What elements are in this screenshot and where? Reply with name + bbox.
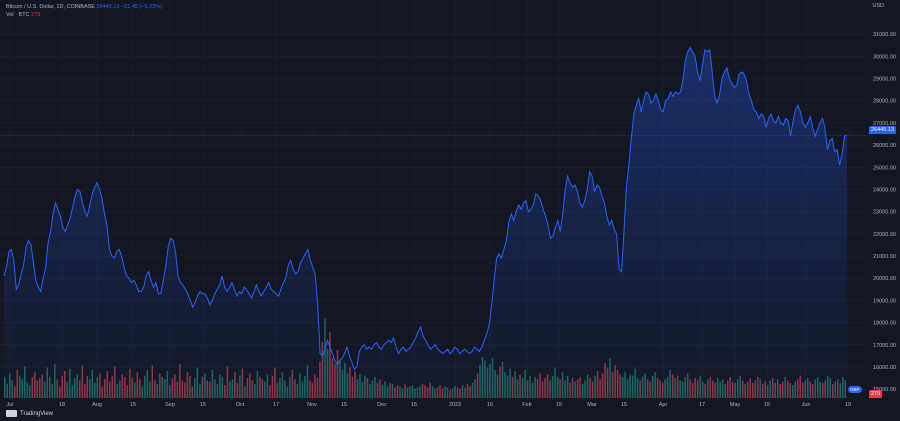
y-tick-label-4: 19000.00 [873, 298, 896, 304]
x-tick-label-13: 16 [487, 402, 493, 408]
price-line [3, 46, 848, 371]
legend-change: −61.45 (−0.23%) [120, 4, 162, 10]
y-tick-label-11: 26000.00 [873, 143, 896, 149]
last-volume-tag: 275 [869, 390, 883, 398]
x-axis[interactable]: Jul 18 Aug 15 Sep 15 Oct 17 Nov 15 Dec 15 2023 16 Feb 1… [6, 402, 851, 408]
last-price-tag: 26445.13 [869, 126, 896, 134]
y-tick-label-12: 27000.00 [873, 121, 896, 127]
y-tick-label-0: 15000.00 [873, 387, 896, 393]
x-tick-label-18: Apr [659, 402, 668, 408]
x-tick-label-19: 17 [699, 402, 705, 408]
y-tick-label-16: 31000.00 [873, 32, 896, 38]
x-tick-label-2: Aug [92, 402, 102, 408]
y-tick-label-13: 28000.00 [873, 99, 896, 105]
x-tick-label-22: Jun [802, 402, 811, 408]
currency-label[interactable]: USD [872, 3, 884, 9]
y-tick-label-8: 23000.00 [873, 210, 896, 216]
legend-symbol-row: Bitcoin / U.S. Dollar, 1D, COINBASE 2644… [6, 3, 162, 11]
y-tick-label-3: 18000.00 [873, 321, 896, 327]
price-area [4, 47, 847, 398]
legend-volume-value: 275 [31, 12, 41, 18]
y-tick-label-14: 29000.00 [873, 77, 896, 83]
y-tick-label-5: 20000.00 [873, 276, 896, 282]
x-tick-label-16: Mar [587, 402, 597, 408]
tradingview-logo[interactable]: TradingView [6, 410, 53, 417]
x-tick-label-20: May [730, 402, 741, 408]
tradingview-logo-icon [6, 410, 17, 417]
x-tick-label-1: 18 [59, 402, 65, 408]
y-tick-label-1: 16000.00 [873, 365, 896, 371]
y-tick-label-6: 21000.00 [873, 254, 896, 260]
y-axis[interactable]: 15000.00 16000.00 17000.00 18000.00 19000.00… [873, 32, 896, 393]
x-tick-label-0: Jul [6, 402, 13, 408]
y-tick-label-9: 24000.00 [873, 187, 896, 193]
x-tick-label-14: Feb [522, 402, 531, 408]
y-tick-label-10: 25000.00 [873, 165, 896, 171]
x-tick-label-10: Dec [377, 402, 387, 408]
x-tick-label-4: Sep [165, 402, 175, 408]
x-tick-label-11: 15 [411, 402, 417, 408]
tradingview-logo-text: TradingView [20, 410, 54, 417]
y-tick-label-2: 17000.00 [873, 343, 896, 349]
y-tick-label-15: 30000.00 [873, 54, 896, 60]
x-tick-label-23: 19 [845, 402, 851, 408]
x-tick-label-7: 17 [273, 402, 279, 408]
y-tick-label-7: 22000.00 [873, 232, 896, 238]
x-tick-label-17: 15 [621, 402, 627, 408]
legend-symbol[interactable]: Bitcoin / U.S. Dollar, 1D, COINBASE [6, 4, 95, 10]
x-tick-label-3: 15 [130, 402, 136, 408]
x-tick-label-15: 15 [556, 402, 562, 408]
x-tick-label-6: Oct [236, 402, 245, 408]
x-tick-label-21: 15 [764, 402, 770, 408]
currency-badge[interactable]: GBP [848, 386, 862, 393]
chart-legend: Bitcoin / U.S. Dollar, 1D, COINBASE 2644… [6, 3, 162, 19]
legend-volume-label[interactable]: Vol · BTC [6, 12, 30, 18]
x-tick-label-8: Nov [307, 402, 317, 408]
x-tick-label-5: 15 [200, 402, 206, 408]
legend-volume-row: Vol · BTC 275 [6, 11, 162, 19]
legend-last-price: 26445.13 [96, 4, 120, 10]
x-tick-label-12: 2023 [449, 402, 461, 408]
x-tick-label-9: 15 [341, 402, 347, 408]
